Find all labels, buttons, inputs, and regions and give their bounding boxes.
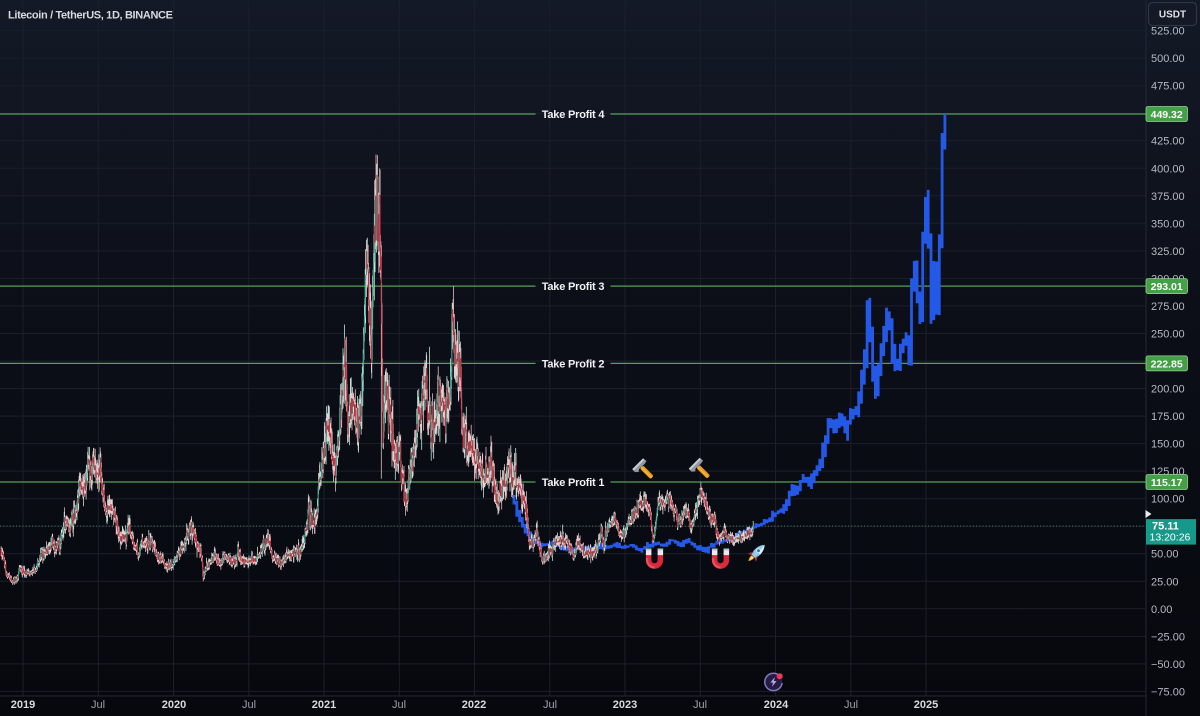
svg-text:525.00: 525.00 <box>1151 26 1185 38</box>
svg-text:−50.00: −50.00 <box>1151 659 1185 671</box>
svg-text:13:20:26: 13:20:26 <box>1150 532 1191 544</box>
svg-text:275.00: 275.00 <box>1151 301 1185 313</box>
svg-text:Jul: Jul <box>91 699 105 711</box>
svg-text:500.00: 500.00 <box>1151 53 1185 65</box>
svg-text:2021: 2021 <box>312 699 336 711</box>
svg-text:375.00: 375.00 <box>1151 191 1185 203</box>
svg-text:0.00: 0.00 <box>1151 604 1172 616</box>
svg-text:222.85: 222.85 <box>1151 358 1183 370</box>
svg-text:Take Profit 2: Take Profit 2 <box>542 358 605 370</box>
svg-text:2023: 2023 <box>613 699 637 711</box>
svg-text:293.01: 293.01 <box>1151 281 1183 293</box>
svg-text:Jul: Jul <box>543 699 557 711</box>
svg-text:−75.00: −75.00 <box>1151 686 1185 698</box>
svg-text:2022: 2022 <box>462 699 486 711</box>
svg-text:Litecoin / TetherUS, 1D, BINAN: Litecoin / TetherUS, 1D, BINANCE <box>8 10 173 22</box>
svg-text:350.00: 350.00 <box>1151 218 1185 230</box>
svg-text:Take Profit 1: Take Profit 1 <box>542 477 605 489</box>
svg-text:−25.00: −25.00 <box>1151 631 1185 643</box>
svg-text:200.00: 200.00 <box>1151 384 1185 396</box>
svg-text:115.17: 115.17 <box>1151 477 1183 489</box>
svg-text:449.32: 449.32 <box>1151 109 1183 121</box>
svg-text:2020: 2020 <box>162 699 186 711</box>
svg-text:150.00: 150.00 <box>1151 439 1185 451</box>
svg-text:25.00: 25.00 <box>1151 576 1179 588</box>
svg-text:175.00: 175.00 <box>1151 411 1185 423</box>
svg-text:2019: 2019 <box>11 699 35 711</box>
svg-text:75.11: 75.11 <box>1152 521 1179 533</box>
svg-text:USDT: USDT <box>1159 10 1186 21</box>
svg-text:325.00: 325.00 <box>1151 246 1185 258</box>
svg-text:50.00: 50.00 <box>1151 549 1179 561</box>
svg-text:100.00: 100.00 <box>1151 494 1185 506</box>
svg-text:425.00: 425.00 <box>1151 136 1185 148</box>
svg-text:400.00: 400.00 <box>1151 163 1185 175</box>
svg-text:Jul: Jul <box>693 699 707 711</box>
svg-text:250.00: 250.00 <box>1151 329 1185 341</box>
svg-text:Jul: Jul <box>392 699 406 711</box>
svg-text:Take Profit 4: Take Profit 4 <box>542 109 606 121</box>
svg-text:2024: 2024 <box>764 699 789 711</box>
svg-text:475.00: 475.00 <box>1151 81 1185 93</box>
svg-text:Jul: Jul <box>844 699 858 711</box>
svg-text:Jul: Jul <box>242 699 256 711</box>
svg-text:Take Profit 3: Take Profit 3 <box>542 281 605 293</box>
svg-text:2025: 2025 <box>914 699 938 711</box>
